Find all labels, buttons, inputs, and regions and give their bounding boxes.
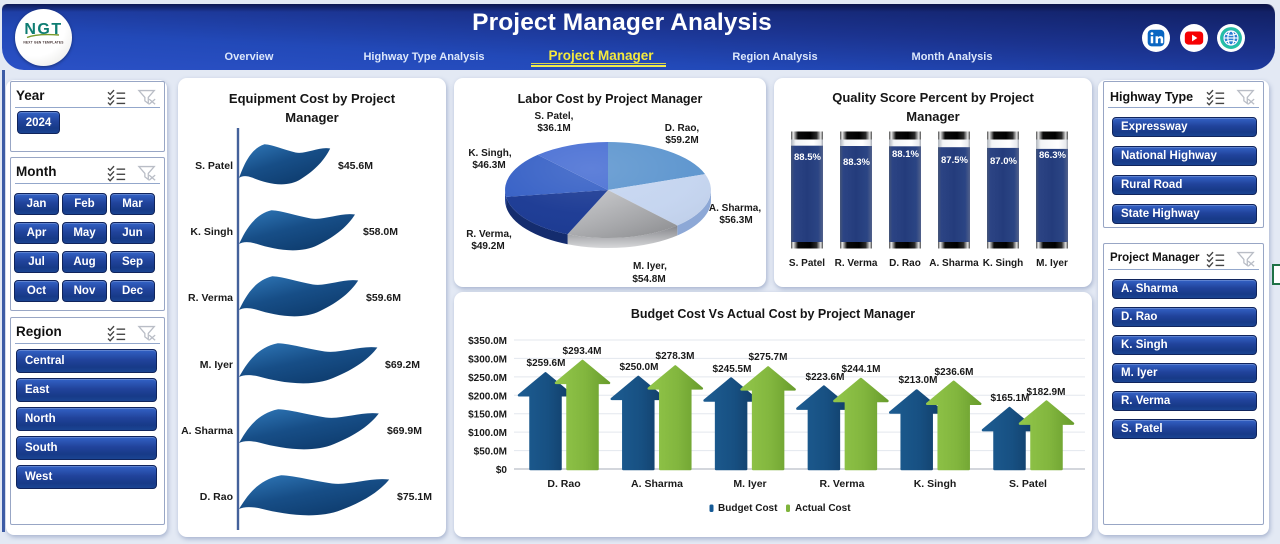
svg-text:S. Patel: S. Patel <box>789 258 825 269</box>
svg-text:A. Sharma,: A. Sharma, <box>709 203 761 214</box>
svg-text:$56.3M: $56.3M <box>719 215 752 226</box>
svg-text:R. Verma,: R. Verma, <box>466 229 512 240</box>
svg-text:K. Singh: K. Singh <box>983 258 1024 269</box>
svg-text:$50.0M: $50.0M <box>474 447 507 458</box>
svg-text:Budget Cost: Budget Cost <box>718 503 778 514</box>
svg-text:87.5%: 87.5% <box>941 155 968 166</box>
svg-text:M. Iyer: M. Iyer <box>1036 258 1068 269</box>
svg-text:$213.0M: $213.0M <box>899 375 938 386</box>
svg-text:$0: $0 <box>496 465 508 476</box>
svg-text:$223.6M: $223.6M <box>806 372 845 383</box>
svg-text:$69.9M: $69.9M <box>387 425 422 437</box>
svg-text:S. Patel,: S. Patel, <box>535 111 574 122</box>
svg-text:88.3%: 88.3% <box>843 157 870 168</box>
svg-text:$250.0M: $250.0M <box>620 362 659 373</box>
svg-text:$250.0M: $250.0M <box>468 373 507 384</box>
svg-text:87.0%: 87.0% <box>990 156 1017 167</box>
svg-text:S. Patel: S. Patel <box>195 160 233 172</box>
svg-text:$236.6M: $236.6M <box>935 367 974 378</box>
svg-text:M. Iyer,: M. Iyer, <box>633 261 667 272</box>
svg-text:$293.4M: $293.4M <box>563 346 602 357</box>
svg-text:K. Singh: K. Singh <box>914 478 957 490</box>
svg-text:86.3%: 86.3% <box>1039 150 1066 161</box>
svg-text:A. Sharma: A. Sharma <box>631 478 683 490</box>
svg-text:$259.6M: $259.6M <box>527 358 566 369</box>
svg-text:$350.0M: $350.0M <box>468 336 507 347</box>
svg-text:$69.2M: $69.2M <box>385 359 420 371</box>
svg-text:$278.3M: $278.3M <box>656 351 695 362</box>
svg-text:S. Patel: S. Patel <box>1009 478 1047 490</box>
svg-text:$200.0M: $200.0M <box>468 391 507 402</box>
svg-text:$36.1M: $36.1M <box>537 123 570 134</box>
svg-text:$58.0M: $58.0M <box>363 226 398 238</box>
svg-text:$275.7M: $275.7M <box>749 352 788 363</box>
svg-text:M. Iyer: M. Iyer <box>733 478 766 490</box>
svg-text:88.5%: 88.5% <box>794 152 821 163</box>
svg-text:$244.1M: $244.1M <box>842 364 881 375</box>
svg-text:$100.0M: $100.0M <box>468 428 507 439</box>
svg-text:$300.0M: $300.0M <box>468 354 507 365</box>
svg-text:$59.2M: $59.2M <box>665 135 698 146</box>
svg-text:D. Rao: D. Rao <box>200 491 233 503</box>
svg-text:$59.6M: $59.6M <box>366 292 401 304</box>
svg-text:$150.0M: $150.0M <box>468 410 507 421</box>
svg-text:A. Sharma: A. Sharma <box>181 425 233 437</box>
svg-text:$75.1M: $75.1M <box>397 491 432 503</box>
svg-text:K. Singh: K. Singh <box>190 226 233 238</box>
svg-text:$54.8M: $54.8M <box>632 274 665 285</box>
svg-text:$49.2M: $49.2M <box>471 241 504 252</box>
svg-text:$45.6M: $45.6M <box>338 160 373 172</box>
svg-text:M. Iyer: M. Iyer <box>200 359 233 371</box>
svg-text:R. Verma: R. Verma <box>835 258 878 269</box>
svg-text:Actual Cost: Actual Cost <box>795 503 851 514</box>
svg-text:K. Singh,: K. Singh, <box>468 148 512 159</box>
svg-text:$182.9M: $182.9M <box>1027 387 1066 398</box>
svg-text:D. Rao: D. Rao <box>889 258 921 269</box>
svg-text:$165.1M: $165.1M <box>991 393 1030 404</box>
svg-text:$245.5M: $245.5M <box>713 364 752 375</box>
svg-text:R. Verma: R. Verma <box>188 292 233 304</box>
svg-text:D. Rao,: D. Rao, <box>665 123 700 134</box>
svg-text:88.1%: 88.1% <box>892 149 919 160</box>
svg-text:A. Sharma: A. Sharma <box>929 258 979 269</box>
svg-text:$46.3M: $46.3M <box>472 160 505 171</box>
svg-text:R. Verma: R. Verma <box>820 478 865 490</box>
svg-text:D. Rao: D. Rao <box>547 478 580 490</box>
